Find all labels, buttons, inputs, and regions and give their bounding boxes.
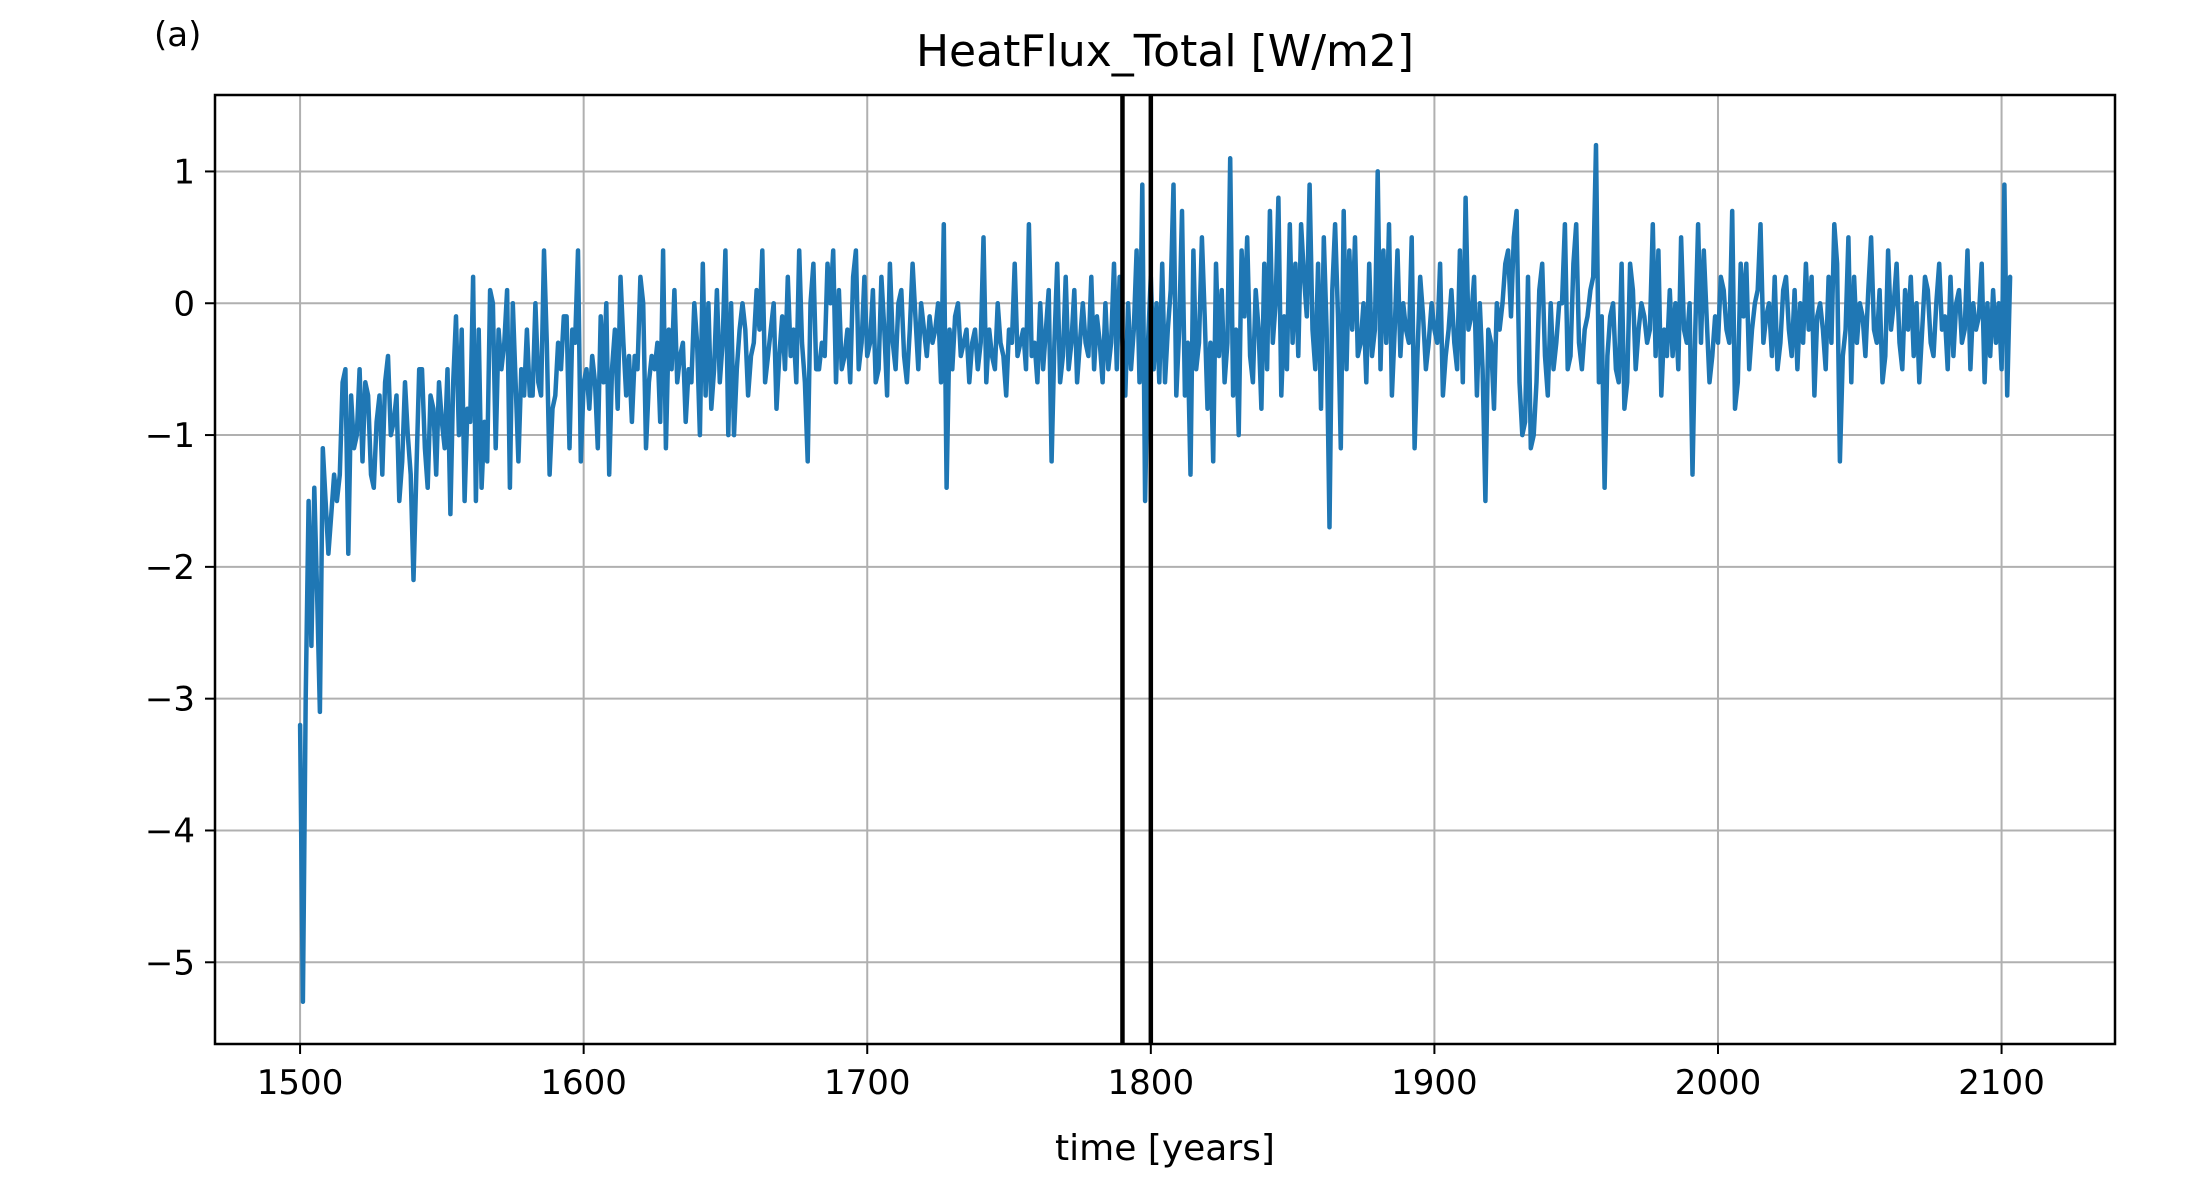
x-tick-label: 1600	[540, 1063, 627, 1103]
plot-area	[297, 142, 2013, 1005]
y-tick-label: −5	[145, 943, 195, 983]
gridlines	[215, 95, 2115, 1044]
x-axis-label: time [years]	[1055, 1128, 1275, 1169]
x-tick-label: 2100	[1958, 1063, 2045, 1103]
y-tick-label: −3	[145, 680, 195, 720]
y-tick-label: −2	[145, 548, 195, 588]
y-tick-label: 1	[173, 152, 195, 192]
series-line	[297, 142, 2013, 1005]
x-tick-label: 1800	[1108, 1063, 1195, 1103]
axes-frame	[213, 93, 2117, 1046]
x-tick-label: 1700	[824, 1063, 911, 1103]
panel-label: (a)	[154, 15, 201, 55]
y-tick-label: −4	[145, 811, 195, 851]
chart-title: HeatFlux_Total [W/m2]	[916, 26, 1414, 77]
x-tick-label: 2000	[1675, 1063, 1762, 1103]
y-tick-label: −1	[145, 416, 195, 456]
x-tick-label: 1500	[257, 1063, 344, 1103]
x-tick-label: 1900	[1391, 1063, 1478, 1103]
vertical-marker-lines	[1120, 95, 1154, 1044]
x-axis-ticks: 1500 1600 1700 1800 1900 2000 2100	[257, 1044, 2045, 1103]
y-axis-ticks: 1 0 −1 −2 −3 −4 −5	[145, 152, 215, 983]
y-tick-label: 0	[173, 284, 195, 324]
